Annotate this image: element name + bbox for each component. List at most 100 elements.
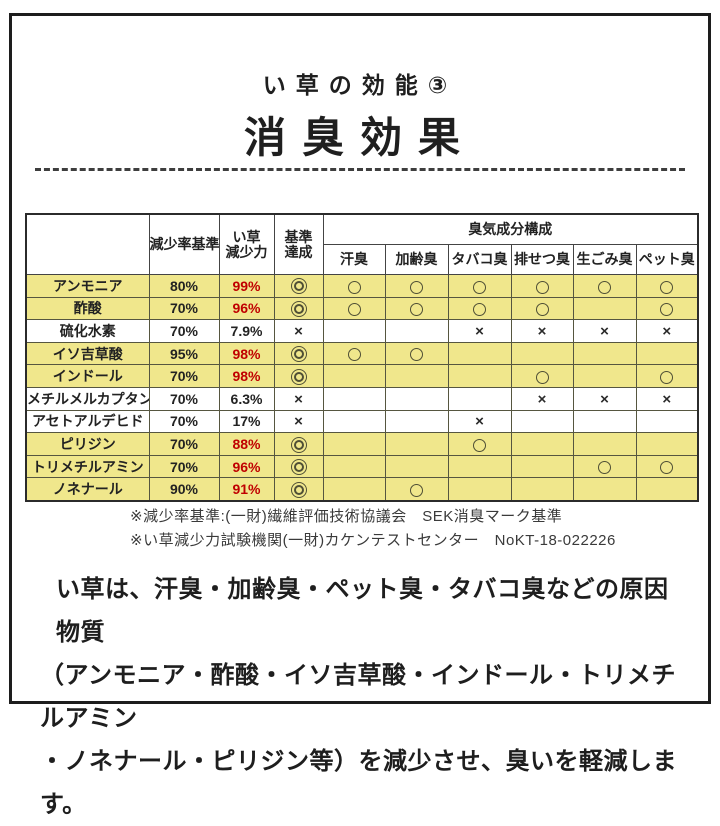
reduction-standard-cell: 70% xyxy=(148,364,220,388)
odor-cell xyxy=(322,386,386,411)
odor-cell xyxy=(447,386,512,411)
table-row: ピリジン 70% 88% xyxy=(25,432,699,456)
odor-cell xyxy=(322,364,386,388)
header-reduction-standard: 減少率基準 xyxy=(148,213,220,275)
reduction-standard-cell: 80% xyxy=(148,274,220,298)
odor-cell xyxy=(572,477,637,502)
substance-cell: アンモニア xyxy=(25,274,150,298)
table-row: イソ吉草酸 95% 98% xyxy=(25,341,699,366)
table-row: 硫化水素 70% 7.9% × × × × × xyxy=(25,319,699,343)
footnote-test-institution: ※い草減少力試験機関(一財)カケンテストセンター NoKT-18-022226 xyxy=(130,532,616,549)
double-circle-icon xyxy=(290,481,307,498)
header-igusa-power-line2: 減少力 xyxy=(225,243,268,260)
description-paragraph: い草は、汗臭・加齢臭・ペット臭・タバコ臭などの原因物質 （アンモニア・酢酸・イソ… xyxy=(40,568,690,826)
table-row: 酢酸 70% 96% xyxy=(25,296,699,321)
odor-cell xyxy=(322,341,386,366)
substance-cell: インドール xyxy=(25,364,150,388)
standard-achieved-cell xyxy=(273,274,324,298)
page-subtitle: い草の効能③ xyxy=(262,72,458,98)
circle-icon xyxy=(410,348,423,362)
odor-cell xyxy=(384,477,449,502)
odor-cell xyxy=(384,386,449,411)
odor-cell xyxy=(322,296,386,321)
description-line-3: ・ノネナール・ピリジン等）を減少させ、臭いを軽減します。 xyxy=(40,748,677,818)
header-odor-garbage: 生ごみ臭 xyxy=(572,244,637,275)
odor-cell: × xyxy=(447,319,512,343)
odor-cell: × xyxy=(510,319,574,343)
odor-cell: × xyxy=(572,319,637,343)
footnotes: ※減少率基準:(一財)繊維評価技術協議会 SEK消臭マーク基準 ※い草減少力試験… xyxy=(130,505,616,553)
double-circle-icon xyxy=(290,278,307,295)
reduction-standard-cell: 70% xyxy=(148,409,220,434)
odor-cell xyxy=(510,432,574,456)
substance-cell: 酢酸 xyxy=(25,296,150,321)
odor-cell xyxy=(447,432,512,456)
circle-icon xyxy=(535,370,549,384)
odor-cell xyxy=(384,364,449,388)
circle-icon xyxy=(410,280,423,294)
odor-cell xyxy=(384,296,449,321)
odor-cell xyxy=(384,319,449,343)
odor-cell xyxy=(572,432,637,456)
odor-cell: × xyxy=(447,409,512,434)
odor-cell xyxy=(572,409,637,434)
substance-cell: イソ吉草酸 xyxy=(25,341,150,366)
header-igusa-power-line1: い草 xyxy=(232,228,261,245)
odor-cell xyxy=(510,274,574,298)
cross-icon: × xyxy=(294,413,303,431)
odor-cell xyxy=(384,432,449,456)
page-title: 消臭効果 xyxy=(243,114,476,161)
odor-cell xyxy=(384,454,449,479)
circle-icon xyxy=(410,483,423,497)
odor-cell xyxy=(635,341,699,366)
igusa-power-cell: 98% xyxy=(218,364,275,388)
circle-icon xyxy=(598,280,611,294)
igusa-power-cell: 91% xyxy=(218,477,275,502)
standard-achieved-cell xyxy=(273,432,324,456)
standard-achieved-cell: × xyxy=(273,319,324,343)
odor-cell xyxy=(510,409,574,434)
odor-cell xyxy=(635,432,699,456)
odor-cell xyxy=(572,296,637,321)
odor-cell: × xyxy=(635,319,699,343)
odor-cell xyxy=(510,341,574,366)
circle-icon xyxy=(473,438,486,452)
igusa-power-cell: 6.3% xyxy=(218,386,275,411)
odor-cell xyxy=(635,477,699,502)
standard-achieved-cell xyxy=(273,341,324,366)
circle-icon xyxy=(660,461,674,475)
double-circle-icon xyxy=(290,459,307,476)
odor-cell xyxy=(447,341,512,366)
circle-icon xyxy=(535,303,549,317)
odor-cell xyxy=(510,477,574,502)
odor-cell xyxy=(322,319,386,343)
standard-achieved-cell xyxy=(273,477,324,502)
substance-cell: ピリジン xyxy=(25,432,150,456)
double-circle-icon xyxy=(290,301,307,318)
odor-cell xyxy=(635,454,699,479)
deodorizing-effect-table: 減少率基準 い草 減少力 基準 達成 臭気成分構成 汗臭 加齢臭 タバコ臭 排せ… xyxy=(25,213,699,502)
cross-icon: × xyxy=(294,390,303,408)
header-odor-aging: 加齢臭 xyxy=(384,244,449,275)
odor-cell xyxy=(510,296,574,321)
table-row: トリメチルアミン 70% 96% xyxy=(25,454,699,479)
odor-cell xyxy=(510,454,574,479)
standard-achieved-cell: × xyxy=(273,386,324,411)
cross-icon: × xyxy=(662,322,672,340)
standard-achieved-cell xyxy=(273,364,324,388)
header-odor-excretion: 排せつ臭 xyxy=(510,244,574,275)
odor-cell xyxy=(635,409,699,434)
reduction-standard-cell: 70% xyxy=(148,386,220,411)
cross-icon: × xyxy=(294,322,303,340)
description-line-2: （アンモニア・酢酸・イソ吉草酸・インドール・トリメチルアミン xyxy=(40,662,677,732)
circle-icon xyxy=(347,348,361,362)
odor-cell xyxy=(447,296,512,321)
cross-icon: × xyxy=(662,390,672,408)
odor-cell: × xyxy=(635,386,699,411)
table-row: メチルメルカプタン 70% 6.3% × × × × xyxy=(25,386,699,411)
odor-cell xyxy=(572,274,637,298)
odor-cell xyxy=(447,274,512,298)
header-odor-pet: ペット臭 xyxy=(635,244,699,275)
table-row: インドール 70% 98% xyxy=(25,364,699,388)
reduction-standard-cell: 70% xyxy=(148,319,220,343)
